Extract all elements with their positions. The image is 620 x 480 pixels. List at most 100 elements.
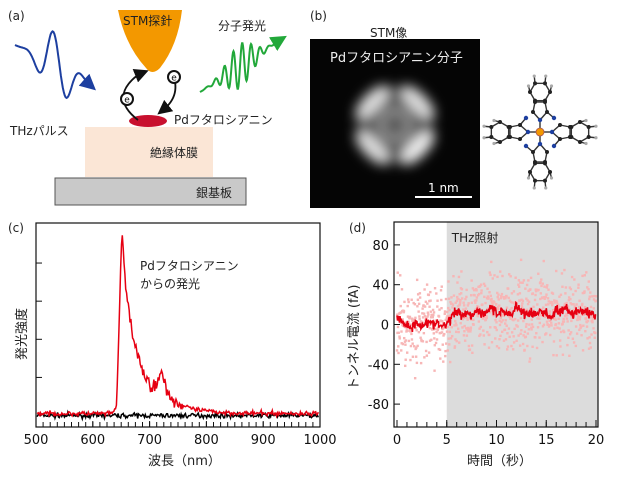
scatter-point xyxy=(445,342,448,345)
scatter-point xyxy=(586,337,589,340)
scatter-point xyxy=(489,299,493,302)
scatter-point xyxy=(399,304,402,308)
scatter-point xyxy=(512,290,516,293)
scatter-point xyxy=(462,301,465,304)
scatter-point xyxy=(406,298,410,301)
scatter-point xyxy=(508,315,511,318)
scatter-point xyxy=(448,330,451,334)
scatter-point xyxy=(543,285,546,288)
scatter-point xyxy=(514,308,518,312)
scatter-point xyxy=(526,302,530,306)
scatter-point xyxy=(444,349,447,353)
scatter-point xyxy=(410,338,414,341)
scatter-point xyxy=(465,334,469,337)
scatter-point xyxy=(537,288,540,292)
scatter-point xyxy=(466,328,469,331)
scatter-point xyxy=(544,295,547,299)
scatter-point xyxy=(586,286,589,289)
scatter-point xyxy=(522,334,525,337)
scatter-point xyxy=(573,278,576,281)
scatter-point xyxy=(448,343,451,346)
scatter-point xyxy=(539,297,542,301)
scatter-point xyxy=(500,314,503,317)
scatter-point xyxy=(404,343,407,346)
scatter-point xyxy=(530,323,534,326)
scatter-point xyxy=(483,295,486,299)
scatter-point xyxy=(465,295,468,299)
scatter-point xyxy=(463,324,466,328)
scatter-point xyxy=(429,299,432,302)
x-tick-label: 20 xyxy=(588,433,605,448)
scatter-point xyxy=(498,319,501,322)
scatter-point xyxy=(540,284,543,288)
scatter-point xyxy=(488,271,491,274)
scatter-point xyxy=(475,289,478,292)
plot-frame xyxy=(35,222,321,428)
panel-b: (b) STM像 Pdフタロシアニン分子 1 nm xyxy=(310,9,598,208)
scatter-point xyxy=(480,291,483,295)
scatter-point xyxy=(425,354,429,357)
scatter-point xyxy=(525,322,528,326)
scatter-point xyxy=(570,319,573,323)
scatter-point xyxy=(454,338,457,341)
scatter-point xyxy=(584,329,587,333)
scatter-point xyxy=(575,332,579,335)
scatter-point xyxy=(563,302,567,306)
scatter-point xyxy=(573,305,577,308)
scatter-point xyxy=(547,300,550,303)
scatter-point xyxy=(431,316,435,319)
scatter-point xyxy=(490,301,493,304)
scatter-point xyxy=(588,341,592,345)
scatter-point xyxy=(541,340,544,344)
scatter-point xyxy=(585,325,589,328)
scatter-point xyxy=(482,329,485,332)
scatter-point xyxy=(551,303,554,307)
scatter-point xyxy=(490,341,494,344)
scatter-point xyxy=(401,318,404,321)
scatter-point xyxy=(568,354,571,358)
pd-atom xyxy=(535,127,545,137)
scatter-point xyxy=(446,310,449,314)
scatter-point xyxy=(404,358,407,361)
scatter-point xyxy=(406,315,410,318)
scatter-point xyxy=(414,355,418,358)
scatter-point xyxy=(413,377,417,380)
scatter-point xyxy=(578,315,582,319)
scatter-point xyxy=(456,281,459,284)
scatter-point xyxy=(592,307,595,310)
atom xyxy=(482,136,486,140)
scatter-point xyxy=(416,305,419,308)
scatter-point xyxy=(547,325,551,328)
scatter-point xyxy=(509,300,513,304)
scatter-point xyxy=(508,308,512,312)
scatter-point xyxy=(453,345,457,348)
scatter-point xyxy=(477,305,480,309)
scatter-point xyxy=(455,330,458,334)
scatter-point xyxy=(494,337,497,340)
scatter-point xyxy=(414,316,417,320)
scatter-point xyxy=(581,302,584,306)
scatter-point xyxy=(486,295,489,298)
scatter-point xyxy=(541,296,544,299)
x-tick-label: 600 xyxy=(80,433,105,448)
scatter-point xyxy=(530,326,533,329)
scatter-point xyxy=(587,288,590,291)
scatter-point xyxy=(472,323,475,326)
scatter-point xyxy=(429,290,432,294)
scatter-point xyxy=(410,298,413,301)
scatter-point xyxy=(433,337,436,340)
scatter-point xyxy=(561,322,564,326)
chart-c-xlabel: 波長（nm） xyxy=(148,454,221,469)
scatter-point xyxy=(411,342,414,345)
atom xyxy=(578,140,582,144)
scatter-point xyxy=(519,332,522,335)
scatter-point xyxy=(469,294,473,297)
insulator-film xyxy=(85,127,213,177)
scatter-point xyxy=(588,336,591,339)
scatter-point xyxy=(526,299,529,302)
scatter-point xyxy=(401,342,405,346)
scatter-point xyxy=(447,337,450,340)
scatter-point xyxy=(429,310,433,313)
scatter-point xyxy=(436,299,439,302)
scatter-point xyxy=(502,312,505,315)
